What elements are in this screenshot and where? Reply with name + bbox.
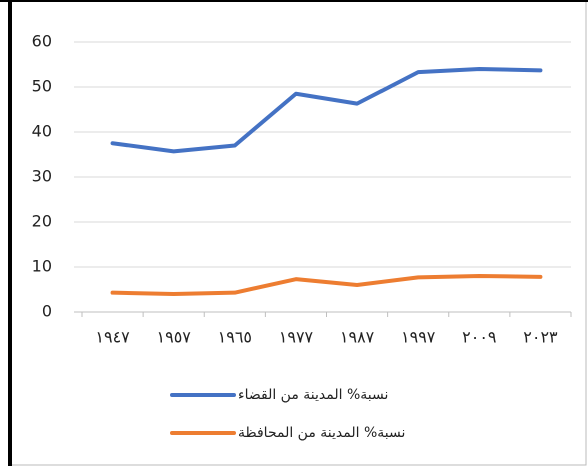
x-tick-label: ٢٠٠٩ — [462, 328, 496, 347]
x-tick-label: ١٩٨٧ — [340, 328, 375, 347]
y-tick-label: 20 — [32, 212, 52, 231]
x-tick-label: ١٩٩٧ — [401, 328, 436, 347]
y-tick-label: 60 — [32, 32, 52, 51]
legend-label: نسبة% المدينة من القضاء — [238, 387, 388, 403]
x-tick-label: ١٩٦٥ — [218, 328, 252, 347]
series-line — [110, 274, 543, 296]
frame-left — [8, 0, 12, 466]
x-tick-label: ١٩٤٧ — [95, 328, 130, 347]
y-tick-label: 0 — [42, 302, 52, 321]
y-tick-label: 10 — [32, 257, 52, 276]
x-tick-label: ١٩٧٧ — [279, 328, 314, 347]
y-tick-label: 40 — [32, 122, 52, 141]
legend-label: نسبة% المدينة من المحافظة — [238, 425, 405, 441]
y-tick-label: 30 — [32, 167, 52, 186]
x-tick-label: ١٩٥٧ — [157, 328, 192, 347]
x-tick-label: ٢٠٢٣ — [523, 328, 558, 347]
series-line — [110, 67, 543, 154]
y-tick-label: 50 — [32, 77, 52, 96]
